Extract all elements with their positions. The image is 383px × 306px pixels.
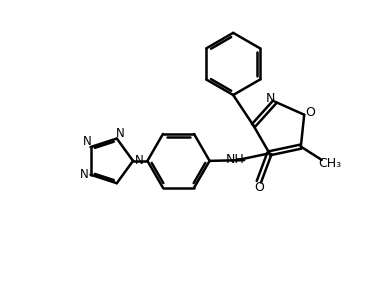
Text: N: N (80, 168, 89, 181)
Text: N: N (266, 92, 275, 105)
Text: CH₃: CH₃ (319, 157, 342, 170)
Text: NH: NH (226, 153, 245, 166)
Text: N: N (115, 127, 124, 140)
Text: N: N (135, 154, 144, 167)
Text: O: O (254, 181, 264, 194)
Text: O: O (305, 106, 315, 119)
Text: N: N (83, 135, 92, 148)
